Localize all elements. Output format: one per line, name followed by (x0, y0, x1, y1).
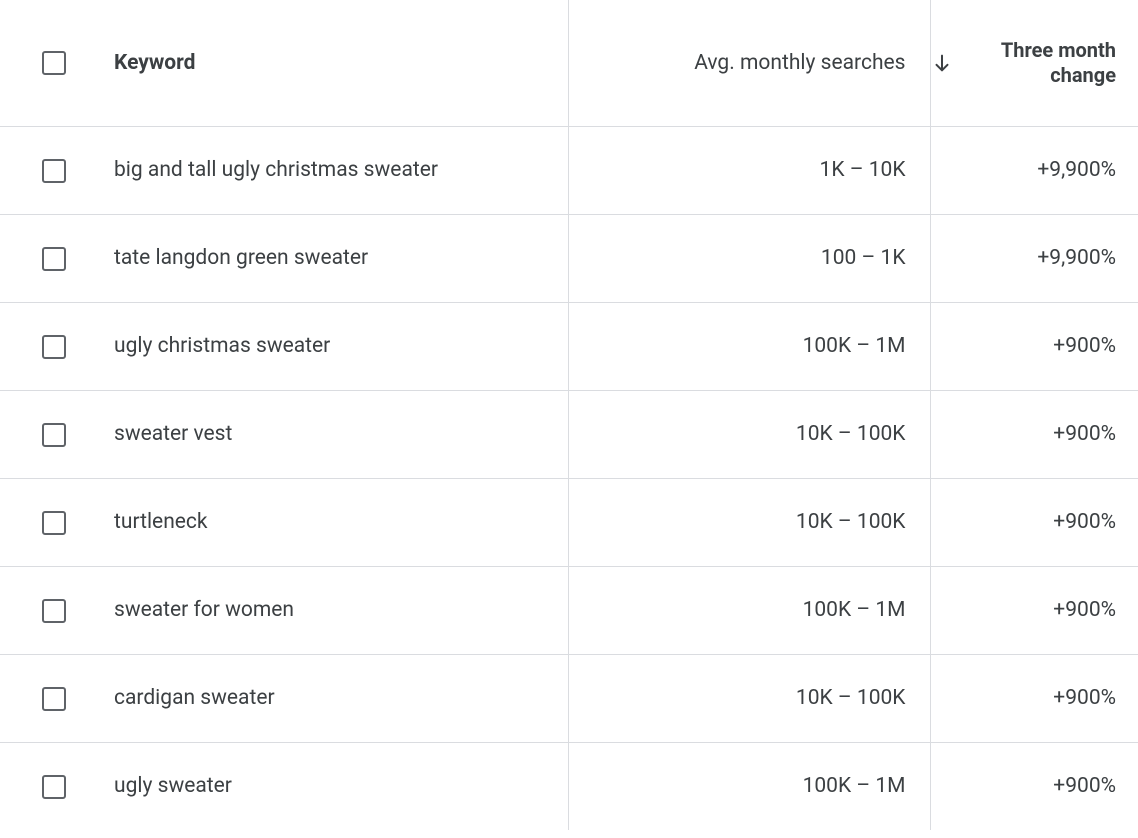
row-checkbox-cell (0, 478, 108, 566)
row-change: +900% (931, 774, 1138, 798)
row-change-cell: +900% (930, 302, 1138, 390)
row-checkbox-cell (0, 654, 108, 742)
row-checkbox[interactable] (42, 247, 66, 271)
row-avg-searches-cell: 10K – 100K (568, 654, 930, 742)
header-change-label: Three month change (967, 38, 1117, 88)
row-keyword-cell: sweater for women (108, 566, 568, 654)
row-keyword-cell: tate langdon green sweater (108, 214, 568, 302)
row-checkbox-cell (0, 566, 108, 654)
row-keyword-cell: turtleneck (108, 478, 568, 566)
select-all-checkbox[interactable] (42, 51, 66, 75)
row-change-cell: +900% (930, 654, 1138, 742)
row-checkbox[interactable] (42, 159, 66, 183)
row-keyword-cell: ugly christmas sweater (108, 302, 568, 390)
row-checkbox-cell (0, 214, 108, 302)
row-change-cell: +900% (930, 390, 1138, 478)
row-keyword[interactable]: tate langdon green sweater (108, 246, 568, 270)
row-checkbox-cell (0, 126, 108, 214)
table-header-row: Keyword Avg. monthly searches Three mont… (0, 0, 1138, 126)
row-checkbox[interactable] (42, 599, 66, 623)
keyword-table: Keyword Avg. monthly searches Three mont… (0, 0, 1138, 830)
header-avg-searches-label: Avg. monthly searches (569, 51, 930, 75)
row-avg-searches-cell: 100 – 1K (568, 214, 930, 302)
row-change-cell: +9,900% (930, 214, 1138, 302)
table-row: tate langdon green sweater100 – 1K+9,900… (0, 214, 1138, 302)
row-checkbox-cell (0, 390, 108, 478)
row-avg-searches-cell: 10K – 100K (568, 390, 930, 478)
table-row: ugly sweater100K – 1M+900% (0, 742, 1138, 830)
row-change-cell: +9,900% (930, 126, 1138, 214)
row-change-cell: +900% (930, 742, 1138, 830)
row-keyword-cell: sweater vest (108, 390, 568, 478)
header-keyword-label: Keyword (108, 51, 568, 75)
row-avg-searches-cell: 10K – 100K (568, 478, 930, 566)
row-avg-searches: 10K – 100K (569, 510, 930, 534)
row-checkbox[interactable] (42, 775, 66, 799)
row-checkbox[interactable] (42, 687, 66, 711)
row-avg-searches: 10K – 100K (569, 686, 930, 710)
row-change: +900% (931, 334, 1138, 358)
row-change: +9,900% (931, 246, 1138, 270)
row-keyword[interactable]: big and tall ugly christmas sweater (108, 158, 568, 182)
row-avg-searches: 100K – 1M (569, 774, 930, 798)
row-checkbox-cell (0, 742, 108, 830)
row-change: +900% (931, 686, 1138, 710)
sort-arrow-down-icon (931, 52, 953, 74)
row-checkbox[interactable] (42, 511, 66, 535)
header-avg-searches[interactable]: Avg. monthly searches (568, 0, 930, 126)
row-keyword-cell: big and tall ugly christmas sweater (108, 126, 568, 214)
row-checkbox[interactable] (42, 423, 66, 447)
row-change: +900% (931, 422, 1138, 446)
header-three-month-change[interactable]: Three month change (930, 0, 1138, 126)
row-avg-searches: 10K – 100K (569, 422, 930, 446)
row-avg-searches-cell: 100K – 1M (568, 302, 930, 390)
row-change-cell: +900% (930, 566, 1138, 654)
table-row: sweater vest10K – 100K+900% (0, 390, 1138, 478)
row-avg-searches-cell: 100K – 1M (568, 566, 930, 654)
row-avg-searches: 100K – 1M (569, 598, 930, 622)
header-keyword[interactable]: Keyword (108, 0, 568, 126)
row-keyword[interactable]: turtleneck (108, 510, 568, 534)
table-row: turtleneck10K – 100K+900% (0, 478, 1138, 566)
table-row: big and tall ugly christmas sweater1K – … (0, 126, 1138, 214)
row-checkbox-cell (0, 302, 108, 390)
row-keyword-cell: ugly sweater (108, 742, 568, 830)
row-keyword[interactable]: sweater vest (108, 422, 568, 446)
row-avg-searches-cell: 100K – 1M (568, 742, 930, 830)
table-row: ugly christmas sweater100K – 1M+900% (0, 302, 1138, 390)
row-keyword[interactable]: sweater for women (108, 598, 568, 622)
table-row: sweater for women100K – 1M+900% (0, 566, 1138, 654)
row-avg-searches: 1K – 10K (569, 158, 930, 182)
row-avg-searches-cell: 1K – 10K (568, 126, 930, 214)
row-avg-searches: 100K – 1M (569, 334, 930, 358)
table-row: cardigan sweater10K – 100K+900% (0, 654, 1138, 742)
row-keyword-cell: cardigan sweater (108, 654, 568, 742)
row-checkbox[interactable] (42, 335, 66, 359)
row-change: +900% (931, 510, 1138, 534)
row-change: +900% (931, 598, 1138, 622)
row-change: +9,900% (931, 158, 1138, 182)
row-keyword[interactable]: ugly christmas sweater (108, 334, 568, 358)
row-keyword[interactable]: cardigan sweater (108, 686, 568, 710)
header-checkbox-cell (0, 0, 108, 126)
row-change-cell: +900% (930, 478, 1138, 566)
row-avg-searches: 100 – 1K (569, 246, 930, 270)
row-keyword[interactable]: ugly sweater (108, 774, 568, 798)
